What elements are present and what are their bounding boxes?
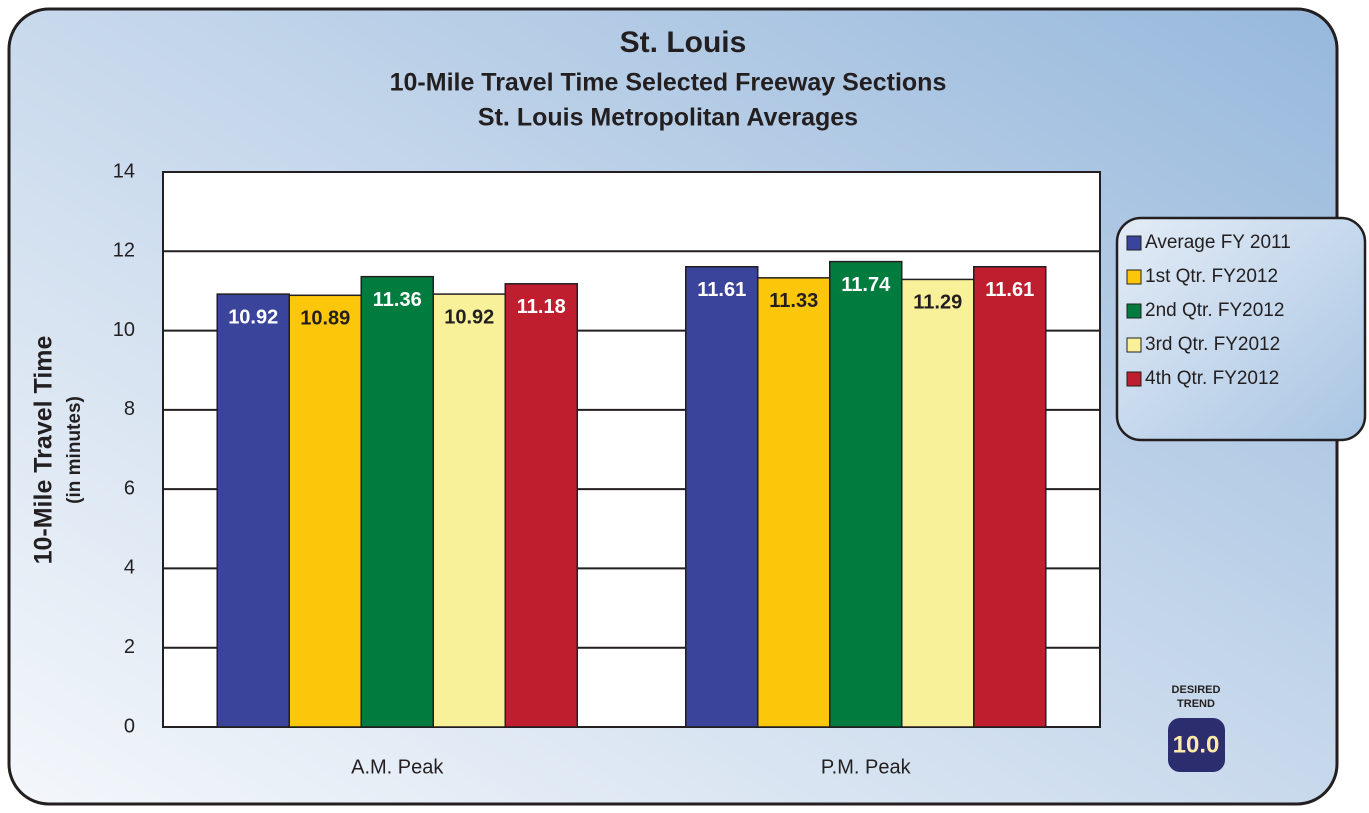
bar xyxy=(504,283,579,728)
bar xyxy=(973,265,1047,728)
data-label: 11.74 xyxy=(841,274,891,296)
bar xyxy=(756,277,831,728)
legend-box xyxy=(1115,216,1367,442)
chart-subtitle: St. Louis Metropolitan Averages xyxy=(478,104,858,132)
data-label: 11.36 xyxy=(373,289,422,311)
legend-label: 1st Qtr. FY2012 xyxy=(1145,266,1278,287)
bar xyxy=(288,294,362,728)
y-axis-label: 10-Mile Travel Time xyxy=(30,335,58,564)
legend-swatch xyxy=(1126,269,1142,285)
x-tick-label: A.M. Peak xyxy=(351,756,444,778)
bar xyxy=(684,265,759,728)
data-label: 11.33 xyxy=(769,290,818,312)
y-tick-label: 2 xyxy=(124,636,135,658)
legend-swatch xyxy=(1126,337,1142,353)
chart-title: St. Louis xyxy=(620,26,747,59)
legend-label: 4th Qtr. FY2012 xyxy=(1145,368,1279,389)
data-label: 11.29 xyxy=(913,292,962,314)
legend-swatch xyxy=(1126,371,1142,387)
bar xyxy=(901,278,975,728)
legend-label: Average FY 2011 xyxy=(1145,232,1291,253)
desired-trend-label: DESIRED xyxy=(1172,684,1221,696)
desired-trend-label: TREND xyxy=(1177,698,1215,710)
desired-trend-badge xyxy=(1168,718,1225,772)
bar xyxy=(432,293,507,728)
bar xyxy=(828,260,903,728)
y-tick-label: 6 xyxy=(124,477,135,499)
y-axis-sublabel: (in minutes) xyxy=(64,396,85,504)
bars: A.M. Peak 10.92 10.89 11.36 10.92 11.18 P.M. P… xyxy=(216,260,1047,778)
legend-swatch xyxy=(1126,235,1142,251)
y-tick-label: 0 xyxy=(124,715,135,737)
y-tick-label: 10 xyxy=(113,319,135,341)
data-label: 11.61 xyxy=(985,279,1034,301)
data-label: 11.18 xyxy=(517,296,566,318)
y-tick-label: 8 xyxy=(124,398,135,420)
legend-swatch xyxy=(1126,303,1142,319)
data-label: 11.61 xyxy=(697,279,746,301)
legend-label: 3rd Qtr. FY2012 xyxy=(1145,334,1280,355)
data-label: 10.89 xyxy=(300,308,350,330)
chart-subtitle: 10-Mile Travel Time Selected Freeway Sec… xyxy=(390,69,947,97)
bar xyxy=(216,293,290,728)
data-label: 10.92 xyxy=(228,306,278,328)
legend: Average FY 2011 1st Qtr. FY2012 2nd Qtr. F… xyxy=(1126,232,1291,389)
y-tick-label: 12 xyxy=(113,240,135,262)
data-label: 10.92 xyxy=(444,306,494,328)
y-tick-label: 14 xyxy=(113,160,135,182)
bar xyxy=(360,275,435,728)
x-tick-label: P.M. Peak xyxy=(821,756,912,778)
legend-label: 2nd Qtr. FY2012 xyxy=(1145,300,1284,321)
desired-trend-value: 10.0 xyxy=(1173,731,1220,758)
y-tick-label: 4 xyxy=(124,557,135,579)
